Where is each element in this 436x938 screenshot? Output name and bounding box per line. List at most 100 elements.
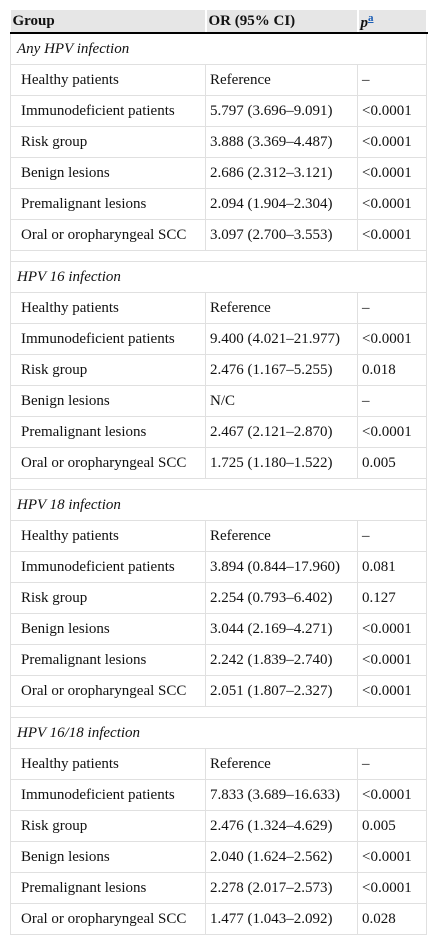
p-cell: 0.028 — [357, 903, 427, 935]
or-cell: Reference — [205, 520, 358, 552]
header-cell: pa — [357, 10, 428, 34]
or-cell: 2.278 (2.017–2.573) — [205, 872, 358, 904]
data-row: Oral or oropharyngeal SCC 3.097 (2.700–3.… — [10, 219, 427, 251]
data-row: Oral or oropharyngeal SCC 1.725 (1.180–1.… — [10, 447, 427, 479]
spacer-cell — [10, 250, 427, 262]
group-cell: Oral or oropharyngeal SCC — [10, 675, 206, 707]
group-cell: Risk group — [10, 810, 206, 842]
data-row: Premalignant lesions 2.467 (2.121–2.870) <… — [10, 416, 427, 448]
or-cell: 1.477 (1.043–2.092) — [205, 903, 358, 935]
or-cell: Reference — [205, 64, 358, 96]
data-row: Immunodeficient patients 5.797 (3.696–9.0… — [10, 95, 427, 127]
or-cell: 2.040 (1.624–2.562) — [205, 841, 358, 873]
section-row: HPV 16 infection — [10, 261, 427, 293]
group-cell: Oral or oropharyngeal SCC — [10, 219, 206, 251]
group-cell: Premalignant lesions — [10, 644, 206, 676]
data-row: Benign lesions 2.686 (2.312–3.121) <0.0001 — [10, 157, 427, 189]
data-row: Oral or oropharyngeal SCC 1.477 (1.043–2.… — [10, 903, 427, 935]
p-cell: <0.0001 — [357, 416, 427, 448]
group-cell: Immunodeficient patients — [10, 323, 206, 355]
or-cell: 1.725 (1.180–1.522) — [205, 447, 358, 479]
group-cell: Oral or oropharyngeal SCC — [10, 903, 206, 935]
results-table: Group OR (95% CI) pa Any HPV infection He… — [10, 10, 428, 935]
table-body: Any HPV infection Healthy patients Referen… — [10, 32, 427, 935]
group-cell: Risk group — [10, 126, 206, 158]
p-cell: 0.005 — [357, 810, 427, 842]
or-cell: 2.094 (1.904–2.304) — [205, 188, 358, 220]
p-cell: <0.0001 — [357, 613, 427, 645]
p-cell: <0.0001 — [357, 219, 427, 251]
data-row: Benign lesions 3.044 (2.169–4.271) <0.0001 — [10, 613, 427, 645]
data-row: Immunodeficient patients 3.894 (0.844–17.… — [10, 551, 427, 583]
group-cell: Benign lesions — [10, 613, 206, 645]
spacer-row — [10, 250, 427, 262]
spacer-cell — [10, 478, 427, 490]
p-cell: – — [357, 64, 427, 96]
p-cell: <0.0001 — [357, 779, 427, 811]
data-row: Healthy patients Reference – — [10, 520, 427, 552]
p-cell: – — [357, 292, 427, 324]
group-cell: Immunodeficient patients — [10, 551, 206, 583]
or-cell: N/C — [205, 385, 358, 417]
data-row: Premalignant lesions 2.278 (2.017–2.573) <… — [10, 872, 427, 904]
header-cell: OR (95% CI) — [205, 10, 359, 34]
p-cell: <0.0001 — [357, 126, 427, 158]
data-row: Immunodeficient patients 9.400 (4.021–21.… — [10, 323, 427, 355]
p-cell: 0.005 — [357, 447, 427, 479]
header-p: p — [360, 15, 369, 31]
group-cell: Benign lesions — [10, 157, 206, 189]
group-cell: Premalignant lesions — [10, 416, 206, 448]
or-cell: 9.400 (4.021–21.977) — [205, 323, 358, 355]
data-row: Premalignant lesions 2.094 (1.904–2.304) <… — [10, 188, 427, 220]
p-cell: – — [357, 748, 427, 780]
data-row: Oral or oropharyngeal SCC 2.051 (1.807–2.… — [10, 675, 427, 707]
group-cell: Benign lesions — [10, 841, 206, 873]
or-cell: 2.467 (2.121–2.870) — [205, 416, 358, 448]
p-cell: <0.0001 — [357, 644, 427, 676]
section-row: Any HPV infection — [10, 32, 427, 65]
group-cell: Immunodeficient patients — [10, 95, 206, 127]
p-cell: <0.0001 — [357, 872, 427, 904]
spacer-row — [10, 478, 427, 490]
p-cell: – — [357, 520, 427, 552]
p-cell: – — [357, 385, 427, 417]
spacer-cell — [10, 706, 427, 718]
group-cell: Benign lesions — [10, 385, 206, 417]
section-row: HPV 16/18 infection — [10, 717, 427, 749]
or-cell: 2.476 (1.167–5.255) — [205, 354, 358, 386]
or-cell: Reference — [205, 292, 358, 324]
data-row: Premalignant lesions 2.242 (1.839–2.740) <… — [10, 644, 427, 676]
p-cell: 0.127 — [357, 582, 427, 614]
group-cell: Risk group — [10, 582, 206, 614]
header-row: Group OR (95% CI) pa — [10, 10, 428, 34]
data-row: Healthy patients Reference – — [10, 292, 427, 324]
data-row: Risk group 3.888 (3.369–4.487) <0.0001 — [10, 126, 427, 158]
or-cell: 3.888 (3.369–4.487) — [205, 126, 358, 158]
group-cell: Healthy patients — [10, 64, 206, 96]
p-cell: 0.081 — [357, 551, 427, 583]
p-cell: <0.0001 — [357, 157, 427, 189]
header-cell: Group — [10, 10, 207, 34]
or-cell: 3.097 (2.700–3.553) — [205, 219, 358, 251]
data-row: Benign lesions N/C – — [10, 385, 427, 417]
or-cell: 3.044 (2.169–4.271) — [205, 613, 358, 645]
section-row: HPV 18 infection — [10, 489, 427, 521]
data-row: Risk group 2.476 (1.324–4.629) 0.005 — [10, 810, 427, 842]
group-cell: Healthy patients — [10, 748, 206, 780]
p-cell: <0.0001 — [357, 675, 427, 707]
or-cell: 5.797 (3.696–9.091) — [205, 95, 358, 127]
or-cell: 3.894 (0.844–17.960) — [205, 551, 358, 583]
or-cell: 2.051 (1.807–2.327) — [205, 675, 358, 707]
spacer-row — [10, 706, 427, 718]
p-cell: <0.0001 — [357, 841, 427, 873]
group-cell: Healthy patients — [10, 520, 206, 552]
or-cell: 2.476 (1.324–4.629) — [205, 810, 358, 842]
data-row: Immunodeficient patients 7.833 (3.689–16.… — [10, 779, 427, 811]
or-cell: 2.686 (2.312–3.121) — [205, 157, 358, 189]
section-title: Any HPV infection — [10, 32, 427, 65]
p-cell: 0.018 — [357, 354, 427, 386]
or-cell: 2.254 (0.793–6.402) — [205, 582, 358, 614]
footnote-link[interactable]: a — [368, 12, 374, 24]
section-title: HPV 16/18 infection — [10, 717, 427, 749]
